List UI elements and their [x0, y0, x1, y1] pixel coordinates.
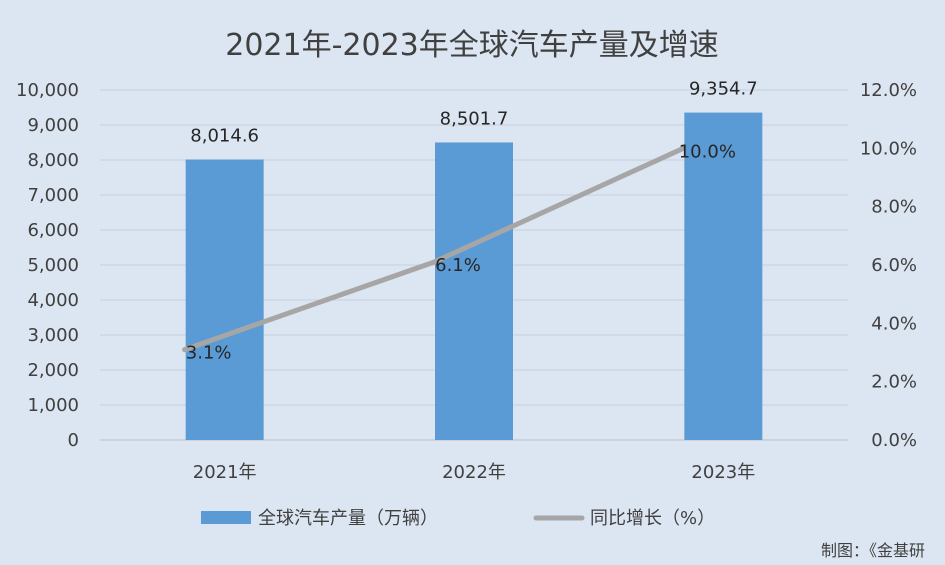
- legend-line-label: 同比增长（%）: [590, 508, 715, 529]
- line-series: 3.1% 6.1% 10.0%: [182, 141, 736, 364]
- right-tick-label: 8.0%: [871, 197, 917, 218]
- right-tick-label: 2.0%: [871, 372, 917, 393]
- left-tick-label: 5,000: [27, 255, 79, 276]
- line-data-label: 3.1%: [186, 343, 232, 364]
- bar-data-label: 8,014.6: [190, 125, 259, 146]
- left-tick-label: 9,000: [27, 115, 79, 136]
- bar-series: 8,014.6 8,501.7 9,354.7: [185, 79, 763, 441]
- left-tick-label: 4,000: [27, 290, 79, 311]
- right-tick-label: 6.0%: [871, 255, 917, 276]
- left-tick-label: 7,000: [27, 185, 79, 206]
- bar: [684, 112, 763, 440]
- x-tick-label: 2022年: [442, 462, 506, 483]
- line-point: [680, 145, 686, 151]
- bar: [185, 159, 264, 440]
- left-tick-label: 3,000: [27, 325, 79, 346]
- bar-data-label: 8,501.7: [440, 108, 509, 129]
- left-tick-label: 2,000: [27, 360, 79, 381]
- bar-data-label: 9,354.7: [689, 79, 758, 100]
- legend: 全球汽车产量（万辆） 同比增长（%）: [201, 508, 715, 529]
- legend-bar-swatch: [201, 511, 251, 524]
- line-data-label: 10.0%: [679, 141, 736, 162]
- left-tick-label: 1,000: [27, 395, 79, 416]
- left-tick-label: 8,000: [27, 150, 79, 171]
- line-point: [182, 347, 188, 353]
- left-y-axis: 0 1,000 2,000 3,000 4,000 5,000 6,000 7,000 8,00…: [16, 80, 79, 451]
- left-tick-label: 0: [68, 430, 79, 451]
- chart-credit: 制图：《金基研: [821, 541, 925, 560]
- legend-bar-label: 全球汽车产量（万辆）: [258, 508, 438, 529]
- right-tick-label: 4.0%: [871, 313, 917, 334]
- right-tick-label: 10.0%: [860, 138, 917, 159]
- left-tick-label: 10,000: [16, 80, 79, 101]
- x-tick-label: 2023年: [691, 462, 755, 483]
- right-y-axis: 0.0% 2.0% 4.0% 6.0% 8.0% 10.0% 12.0%: [860, 80, 917, 451]
- chart-title: 2021年-2023年全球汽车产量及增速: [225, 28, 719, 63]
- line-point: [431, 259, 437, 265]
- x-tick-label: 2021年: [193, 462, 257, 483]
- left-tick-label: 6,000: [27, 220, 79, 241]
- x-axis: 2021年 2022年 2023年: [100, 439, 848, 483]
- right-tick-label: 12.0%: [860, 80, 917, 101]
- line-data-label: 6.1%: [435, 255, 481, 276]
- bar: [435, 142, 513, 441]
- right-tick-label: 0.0%: [871, 430, 917, 451]
